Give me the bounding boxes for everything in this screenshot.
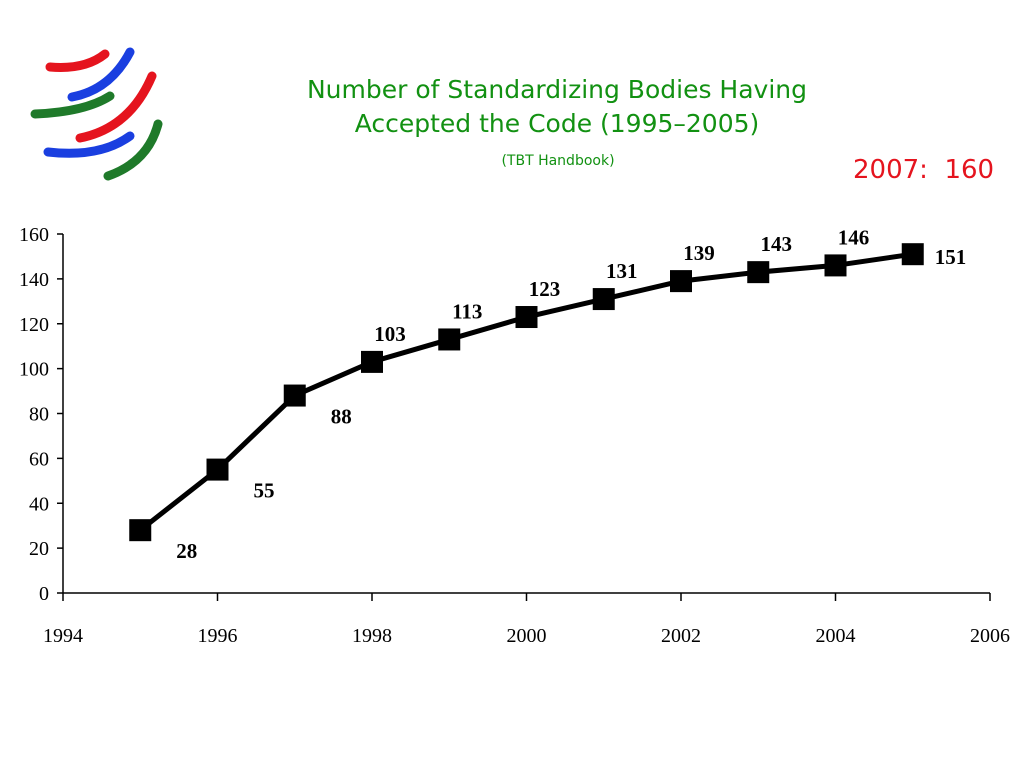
data-label: 123	[529, 277, 561, 301]
logo-swoosh	[75, 71, 157, 143]
logo-swoosh	[43, 131, 135, 158]
logo-swoosh	[67, 47, 135, 102]
data-label: 151	[935, 245, 967, 269]
data-label: 88	[331, 405, 352, 429]
logo-swoosh	[30, 91, 115, 119]
y-tick-label: 40	[29, 493, 49, 515]
data-point	[438, 328, 461, 351]
data-label: 131	[606, 259, 638, 283]
x-tick-label: 1998	[352, 625, 392, 647]
data-point	[901, 243, 924, 266]
y-tick-label: 120	[19, 314, 49, 336]
data-point	[592, 288, 615, 311]
x-tick-label: 2002	[661, 625, 701, 647]
data-point	[747, 261, 770, 284]
data-label: 28	[176, 539, 197, 563]
data-point	[515, 306, 538, 329]
data-point	[206, 458, 229, 481]
data-point	[824, 254, 847, 277]
data-label: 139	[683, 241, 715, 265]
x-tick-label: 1996	[198, 625, 238, 647]
x-tick-label: 2006	[970, 625, 1010, 647]
y-tick-label: 100	[19, 359, 49, 381]
x-tick-label: 1994	[43, 625, 83, 647]
note-2007: 2007: 160	[853, 155, 995, 185]
y-tick-label: 0	[39, 583, 49, 605]
x-tick-label: 2004	[816, 625, 856, 647]
data-point	[129, 519, 152, 542]
data-point	[361, 350, 383, 373]
logo-swoosh	[45, 49, 110, 72]
data-point	[670, 270, 692, 293]
y-tick-label: 140	[19, 269, 49, 291]
chart-title-line1: Number of Standardizing Bodies Having	[306, 75, 807, 104]
data-label: 55	[254, 479, 275, 503]
data-label: 146	[838, 225, 870, 249]
logo-swoosh	[103, 119, 163, 181]
data-point	[283, 384, 306, 407]
y-tick-label: 60	[29, 448, 49, 470]
data-label: 113	[452, 299, 482, 323]
y-tick-label: 160	[19, 224, 49, 246]
data-label: 103	[374, 322, 406, 346]
x-tick-label: 2000	[507, 625, 547, 647]
data-label: 143	[761, 232, 793, 256]
y-tick-label: 20	[29, 538, 49, 560]
chart-title-line2: Accepted the Code (1995–2005)	[354, 109, 760, 138]
wto-logo-icon	[30, 47, 163, 181]
y-tick-label: 80	[29, 404, 49, 426]
chart-subtitle: (TBT Handbook)	[501, 153, 615, 169]
